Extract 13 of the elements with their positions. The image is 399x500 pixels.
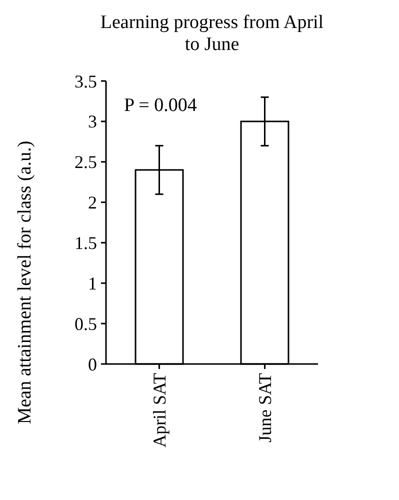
x-tick-label: June SAT [255, 373, 276, 443]
y-tick-label: 1.5 [74, 233, 97, 254]
y-tick-label: 2.5 [74, 152, 97, 172]
chart-title: Learning progress from April to June [100, 12, 324, 55]
y-tick-label: 0.5 [74, 314, 97, 334]
y-tick-label: 0 [88, 354, 97, 374]
y-axis-title: Mean attainment level for class (a.u.) [14, 140, 36, 424]
y-tick-label: 3.5 [74, 71, 97, 92]
y-tick-label: 2 [88, 192, 97, 213]
y-tick-label: 3 [88, 112, 97, 132]
y-tick-label: 1 [88, 273, 97, 294]
annotation: P = 0.004 [124, 95, 198, 116]
x-tick-label: April SAT [150, 373, 170, 448]
